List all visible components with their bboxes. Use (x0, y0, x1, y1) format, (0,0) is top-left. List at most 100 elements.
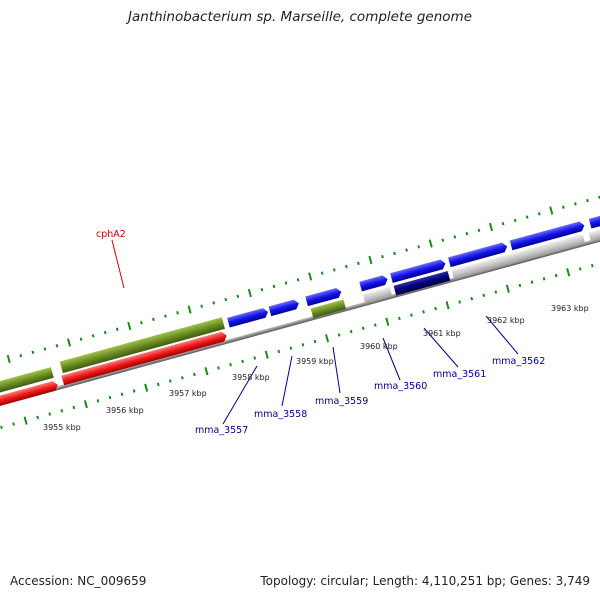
leader-mma-3558 (281, 355, 293, 407)
leader-mma-3560 (382, 337, 401, 381)
kbp-label: 3958 kbp (232, 373, 270, 382)
outer-tick-mark (405, 248, 408, 252)
gene-label-mma-3560[interactable]: mma_3560 (374, 381, 427, 392)
inner-tick-mark (0, 425, 3, 429)
outer-tick-mark (308, 272, 313, 281)
inner-tick-mark (373, 323, 377, 327)
inner-tick-mark (458, 300, 462, 304)
inner-tick-mark (434, 306, 437, 311)
outer-tick-mark (501, 222, 505, 226)
gene-label-mma-3561[interactable]: mma_3561 (433, 369, 486, 380)
outer-tick-mark (43, 347, 47, 351)
outer-tick-mark (176, 311, 179, 315)
gene-arrow-mma-3562a[interactable] (448, 242, 509, 268)
selected-gene-mma-3561[interactable] (393, 271, 451, 296)
outer-tick-mark (320, 271, 324, 275)
outer-tick-mark (31, 350, 35, 355)
outer-tick-row (6, 195, 600, 364)
gene-label-cpha2[interactable]: cphA2 (96, 229, 126, 240)
inner-tick-mark (361, 326, 365, 331)
inner-tick-mark (410, 313, 413, 317)
gene-arrow-mma-3557[interactable] (227, 307, 269, 328)
outer-tick-mark (55, 344, 59, 348)
outer-tick-mark (332, 268, 336, 272)
inner-tick-mark (566, 268, 571, 277)
reverse-gene-cpha2[interactable] (61, 331, 228, 386)
outer-tick-mark (115, 327, 119, 331)
inner-tick-mark (144, 383, 149, 392)
gene-label-mma-3558[interactable]: mma_3558 (254, 409, 307, 420)
leader-cpha2 (111, 239, 125, 289)
gene-arrow-mma-3561[interactable] (390, 258, 447, 283)
kbp-label: 3955 kbp (43, 423, 81, 432)
pseudo-gene-mma-3560[interactable] (362, 286, 393, 304)
gene-arrow-edge[interactable] (588, 203, 600, 229)
inner-tick-mark (72, 405, 76, 410)
outer-tick-mark (537, 212, 541, 216)
inner-tick-mark (530, 280, 534, 284)
outer-tick-mark (200, 304, 204, 308)
inner-tick-mark (422, 310, 425, 314)
gene-label-mma-3557[interactable]: mma_3557 (195, 425, 248, 436)
outer-tick-mark (549, 206, 554, 215)
outer-tick-mark (574, 202, 577, 206)
kbp-label: 3959 kbp (296, 357, 334, 366)
reverse-gene-left[interactable] (0, 380, 59, 410)
gene-label-mma-3559[interactable]: mma_3559 (315, 396, 368, 407)
leader-lines (111, 239, 519, 425)
outer-tick-mark (357, 261, 360, 266)
inner-tick-mark (398, 316, 401, 321)
inner-tick-mark (241, 359, 245, 364)
kbp-label: 3956 kbp (106, 406, 144, 415)
outer-tick-mark (561, 205, 565, 209)
outer-tick-mark (381, 254, 384, 259)
inner-tick-mark (590, 263, 594, 268)
rna-gene-left[interactable] (0, 367, 54, 395)
outer-tick-mark (296, 278, 300, 282)
leader-mma-3561 (423, 327, 459, 368)
outer-tick-mark (19, 353, 23, 358)
inner-tick-mark (193, 372, 196, 377)
outer-tick-mark (6, 354, 11, 364)
leader-mma-3562 (485, 315, 519, 355)
rna-gene-cpha2[interactable] (59, 317, 225, 374)
inner-tick-mark (12, 422, 15, 426)
outer-tick-mark (152, 317, 155, 322)
gene-arrow-mma-3560[interactable] (359, 274, 389, 292)
inner-tick-mark (578, 267, 582, 271)
gene-arrow-mma-3559[interactable] (305, 287, 342, 307)
outer-tick-mark (224, 297, 228, 302)
pseudo-gene-mma-3562[interactable] (451, 234, 586, 280)
inner-tick-mark (277, 349, 281, 354)
genome-summary: Topology: circular; Length: 4,110,251 bp… (260, 574, 590, 588)
outer-tick-mark (103, 330, 107, 335)
outer-tick-mark (236, 294, 240, 298)
inner-tick-mark (518, 283, 522, 288)
leader-mma-3557 (222, 365, 258, 425)
inner-tick-mark (168, 379, 172, 383)
outer-tick-mark (428, 239, 433, 248)
gene-label-mma-3562[interactable]: mma_3562 (492, 356, 545, 367)
outer-tick-mark (417, 245, 421, 249)
inner-tick-mark (470, 296, 474, 301)
inner-tick-mark (482, 293, 486, 298)
inner-tick-mark (289, 346, 293, 350)
outer-tick-mark (488, 222, 494, 232)
outer-tick-mark (247, 288, 252, 298)
gene-arrow-mma-3562b[interactable] (509, 220, 586, 251)
inner-tick-mark (108, 395, 112, 400)
outer-tick-mark (344, 264, 348, 269)
outer-tick-mark (465, 231, 469, 236)
outer-tick-mark (477, 228, 481, 233)
gene-labels: cphA2 mma_3557 mma_3558 mma_3559 mma_356… (96, 229, 545, 436)
outer-tick-mark (525, 215, 529, 219)
inner-tick-mark (253, 356, 257, 360)
outer-tick-mark (187, 305, 192, 314)
rna-gene-mma-3559[interactable] (310, 299, 347, 319)
inner-tick-mark (83, 400, 88, 409)
outer-tick-mark (272, 284, 276, 289)
gene-arrow-mma-3558[interactable] (268, 299, 301, 317)
accession-label: Accession: NC_009659 (10, 574, 147, 588)
outer-tick-mark (513, 218, 517, 223)
